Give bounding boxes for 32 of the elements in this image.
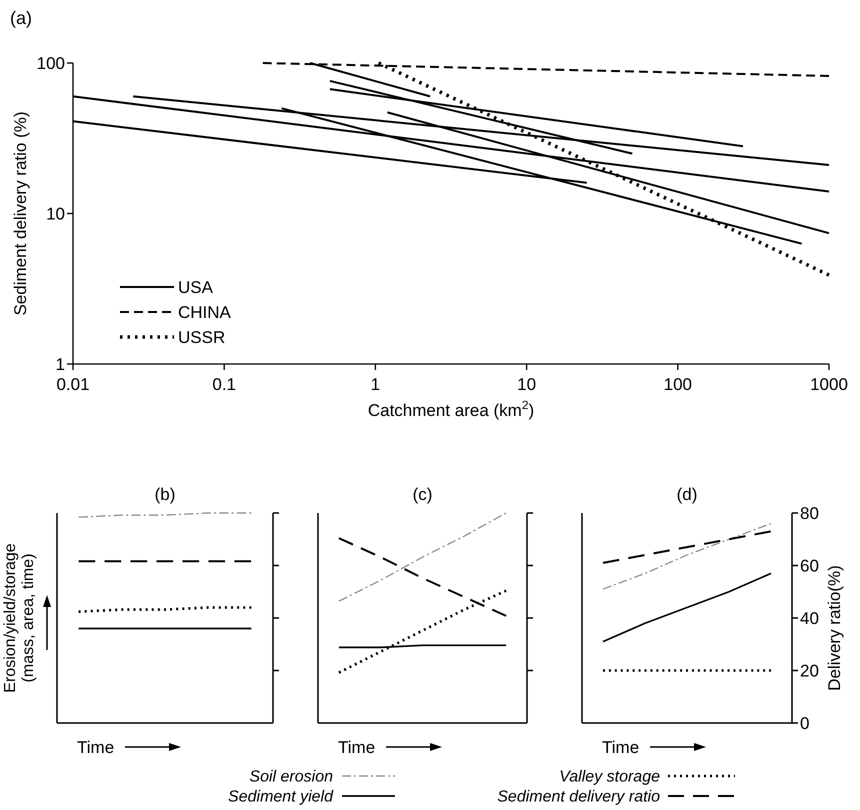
chart-title: (d)	[676, 485, 698, 504]
y-axis-title: Erosion/yield/storage (mass, area, time)	[2, 543, 37, 693]
x-axis-title: Time	[77, 738, 114, 757]
legend-label: Soil erosion	[249, 768, 334, 786]
x-axis-title: Catchment area (km$^{2}$)	[368, 398, 534, 420]
chart-title: (b)	[154, 485, 176, 504]
y-tick-label: 0	[800, 714, 810, 733]
x-tick-label: 10	[517, 375, 536, 394]
y-tick-label: 20	[800, 661, 819, 680]
y-tick-label: 100	[36, 54, 65, 73]
chart-title: (c)	[412, 485, 432, 504]
chart-title: (a)	[10, 8, 32, 28]
x-tick-label: 100	[664, 375, 692, 394]
y-tick-label: 10	[46, 204, 65, 224]
x-axis-title: Time	[338, 738, 376, 757]
y-axis-title: Sediment delivery ratio (%)	[11, 111, 30, 316]
x-axis-title: Time	[602, 738, 640, 757]
legend-label: USA	[178, 278, 214, 297]
legend-label: USSR	[178, 328, 226, 347]
y-tick-label: 1	[56, 354, 65, 374]
x-tick-label: 1000	[810, 375, 848, 394]
y-tick-label: 80	[800, 504, 819, 523]
y-tick-label: 60	[800, 556, 819, 576]
y-tick-label: 40	[800, 608, 819, 628]
legend-label: Valley storage	[559, 768, 660, 786]
x-tick-label: 0.1	[212, 375, 236, 394]
legend-label: Sediment yield	[228, 788, 334, 806]
x-tick-label: 0.01	[56, 375, 90, 394]
x-tick-label: 1	[370, 375, 380, 394]
legend-label: Sediment delivery ratio	[497, 788, 660, 806]
legend-label: CHINA	[178, 302, 232, 322]
y-axis-title: Delivery ratio(%)	[825, 565, 844, 691]
